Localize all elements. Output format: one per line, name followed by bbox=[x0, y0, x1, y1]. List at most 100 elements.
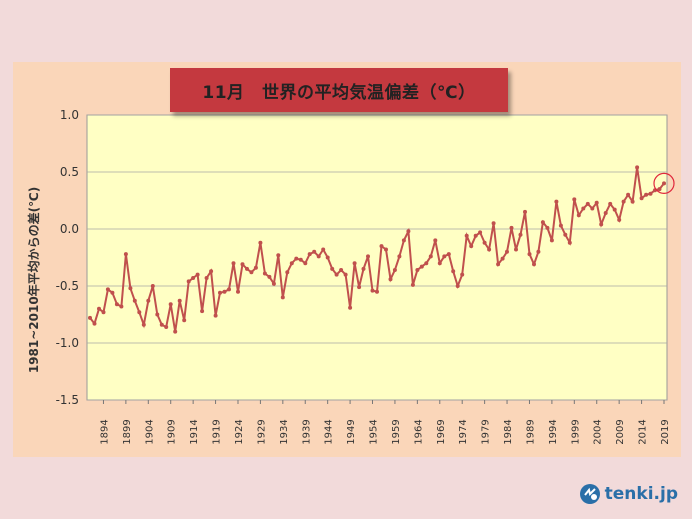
data-point bbox=[487, 247, 492, 252]
tenki-logo-text: tenki.jp bbox=[604, 484, 678, 504]
data-point bbox=[209, 269, 214, 274]
y-tick-label: -0.5 bbox=[56, 279, 79, 293]
data-point bbox=[545, 225, 550, 230]
data-point bbox=[105, 287, 110, 292]
data-point bbox=[123, 252, 128, 257]
data-point bbox=[298, 257, 303, 262]
data-point bbox=[110, 290, 115, 295]
data-points bbox=[88, 165, 666, 334]
data-point bbox=[312, 249, 317, 254]
data-point bbox=[101, 310, 106, 315]
data-point bbox=[388, 277, 393, 282]
data-point bbox=[554, 199, 559, 204]
data-point bbox=[572, 197, 577, 202]
data-point bbox=[375, 289, 379, 294]
y-tick-label: 0.0 bbox=[60, 222, 79, 236]
data-point bbox=[334, 272, 339, 277]
data-point bbox=[496, 262, 501, 267]
data-point bbox=[585, 201, 590, 206]
data-point bbox=[182, 318, 187, 323]
data-point bbox=[455, 284, 460, 288]
data-point bbox=[410, 282, 415, 287]
y-tick-label: -1.5 bbox=[56, 393, 79, 407]
data-point bbox=[348, 305, 353, 310]
data-point bbox=[325, 255, 330, 260]
data-point bbox=[168, 302, 173, 307]
data-point bbox=[567, 240, 572, 245]
x-tick-label: 1989 bbox=[525, 419, 536, 444]
data-point bbox=[621, 199, 626, 204]
x-tick-label: 1904 bbox=[144, 419, 155, 444]
data-point bbox=[245, 266, 249, 271]
data-point bbox=[590, 206, 595, 211]
x-tick-label: 1984 bbox=[503, 419, 514, 444]
data-point bbox=[258, 240, 263, 245]
x-tick-label: 1964 bbox=[413, 419, 424, 444]
data-point bbox=[262, 271, 267, 276]
x-tick-label: 1999 bbox=[570, 419, 581, 444]
data-point bbox=[505, 249, 509, 254]
data-point bbox=[155, 312, 160, 317]
data-point bbox=[518, 232, 523, 237]
data-point bbox=[249, 270, 254, 275]
data-point bbox=[271, 281, 276, 286]
tenki-logo-icon bbox=[579, 484, 600, 504]
data-point bbox=[617, 217, 622, 222]
data-point bbox=[657, 187, 662, 192]
data-point bbox=[401, 238, 406, 243]
data-point bbox=[218, 290, 222, 295]
x-tick-label: 1974 bbox=[458, 419, 469, 444]
chart-title: 11月 世界の平均気温偏差（℃） bbox=[170, 68, 508, 112]
x-tick-label: 1939 bbox=[301, 419, 312, 444]
y-axis-label: 1981~2010年平均からの差(℃) bbox=[26, 187, 41, 373]
data-point bbox=[644, 192, 649, 197]
data-point bbox=[173, 329, 178, 334]
data-point bbox=[558, 223, 563, 228]
data-point bbox=[119, 304, 124, 309]
data-point bbox=[285, 270, 290, 275]
data-point bbox=[442, 254, 447, 259]
x-tick-label: 1944 bbox=[324, 419, 335, 444]
data-point bbox=[482, 240, 487, 245]
data-point bbox=[523, 209, 527, 214]
plot-area bbox=[86, 114, 668, 401]
data-point bbox=[662, 181, 666, 186]
data-point bbox=[330, 266, 335, 271]
data-point bbox=[222, 289, 227, 294]
data-point bbox=[146, 298, 151, 303]
x-tick-label: 2019 bbox=[660, 419, 671, 444]
data-point bbox=[469, 244, 474, 249]
data-point bbox=[227, 287, 231, 292]
data-point bbox=[491, 221, 496, 226]
data-point bbox=[321, 247, 326, 252]
data-point bbox=[384, 247, 388, 252]
data-point bbox=[267, 274, 272, 279]
data-point bbox=[289, 261, 294, 266]
data-point bbox=[361, 266, 366, 271]
data-point bbox=[150, 284, 155, 288]
data-point bbox=[280, 295, 285, 300]
data-point bbox=[357, 285, 362, 290]
data-point bbox=[92, 321, 97, 326]
data-point bbox=[213, 313, 218, 318]
data-point bbox=[114, 302, 119, 307]
x-axis-ticks: 1894 1899 1904 1909 1914 1919 1924 1929 1934 1939… bbox=[99, 400, 671, 445]
data-point bbox=[236, 289, 240, 294]
data-point bbox=[379, 244, 384, 249]
data-point bbox=[231, 261, 236, 266]
data-point bbox=[164, 325, 169, 329]
data-point bbox=[626, 192, 631, 197]
data-point bbox=[464, 233, 469, 238]
data-point bbox=[563, 232, 568, 237]
x-tick-label: 1994 bbox=[548, 419, 559, 444]
data-point bbox=[509, 225, 514, 230]
data-point bbox=[132, 298, 137, 303]
tenki-logo: tenki.jp bbox=[579, 483, 678, 505]
data-point bbox=[635, 165, 640, 170]
x-tick-label: 1959 bbox=[391, 419, 402, 444]
y-tick-label: 0.5 bbox=[60, 165, 79, 179]
data-point bbox=[303, 261, 308, 266]
data-point bbox=[581, 206, 586, 211]
x-tick-label: 1934 bbox=[279, 419, 290, 444]
